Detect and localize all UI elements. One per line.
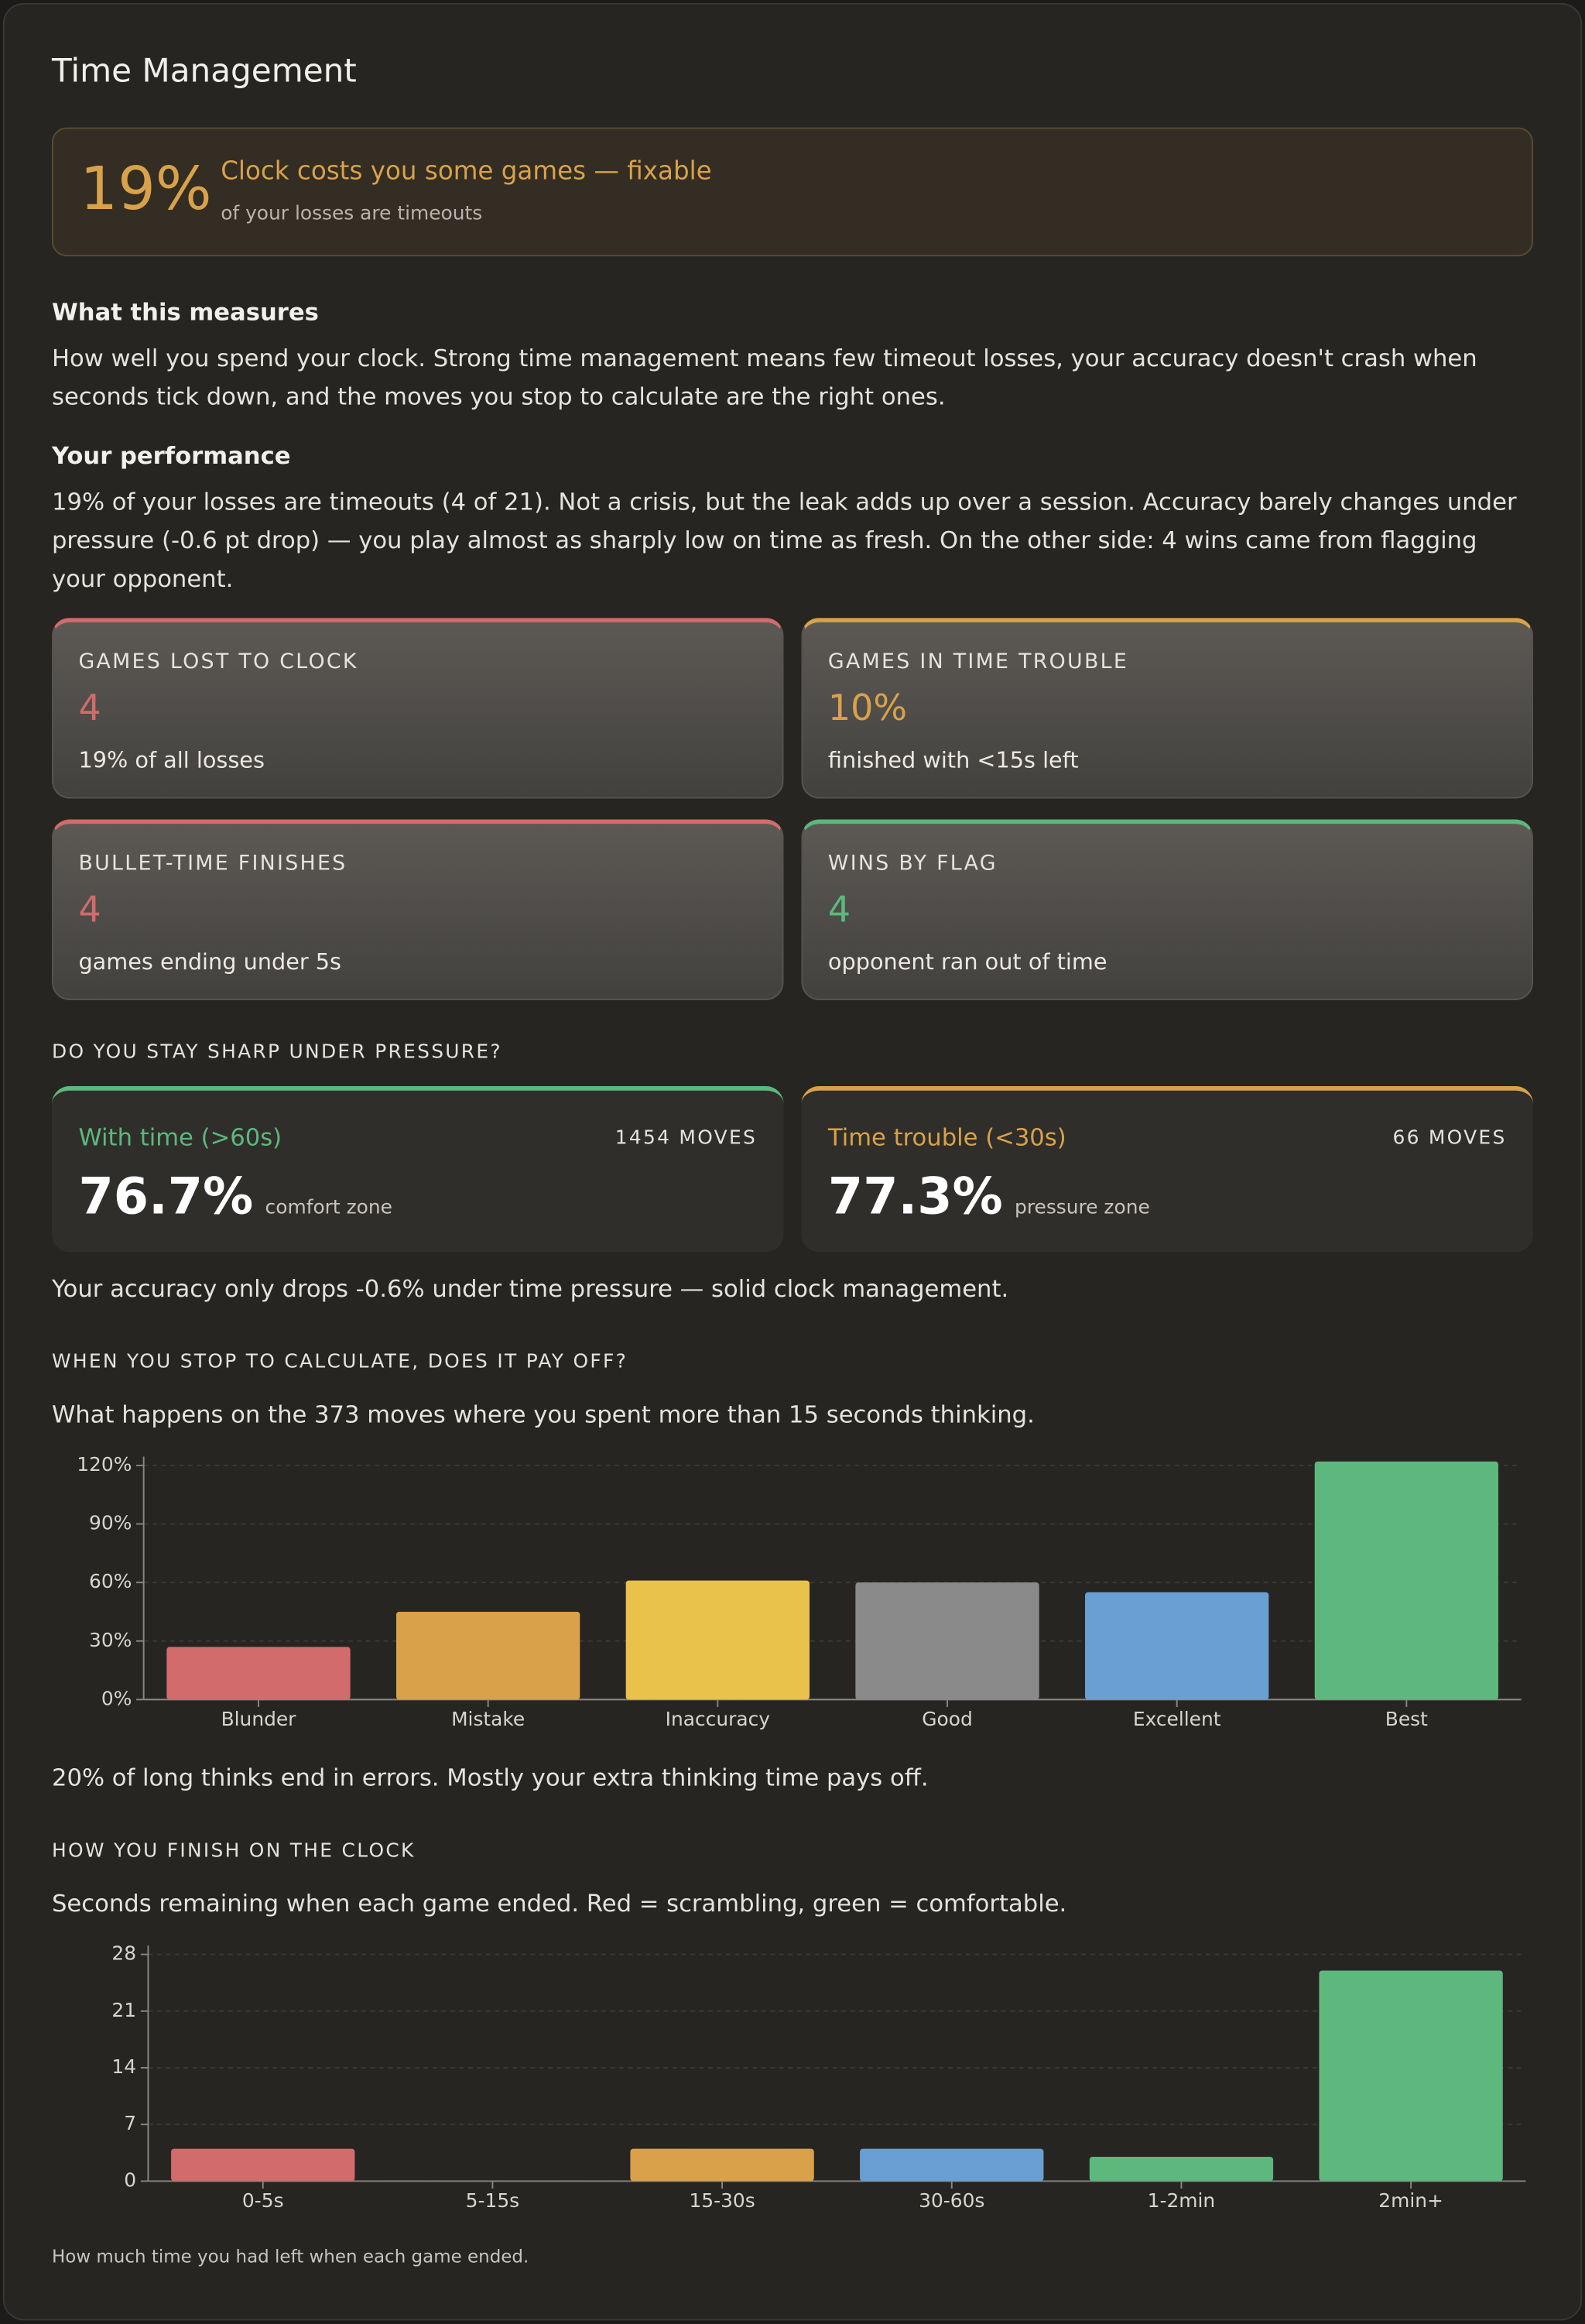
banner-value: 19%: [80, 155, 212, 225]
x-tick-label: Good: [922, 1708, 973, 1730]
y-tick-label: 0%: [101, 1687, 132, 1709]
x-tick-label: 2min+: [1378, 2189, 1443, 2212]
chart: 0% 30% 60% 90% 120% Blunder Mistake Inaccuracy G…: [77, 1453, 1522, 1730]
footnote: How much time you had left when each gam…: [51, 2246, 529, 2267]
x-tick-label: Excellent: [1133, 1708, 1221, 1730]
stat-note: opponent ran out of time: [827, 948, 1107, 975]
section-heading: WHEN YOU STOP TO CALCULATE, DOES IT PAY …: [51, 1351, 628, 1374]
stat-card: GAMES LOST TO CLOCK 4 19% of all losses: [51, 618, 784, 799]
stat-label: GAMES IN TIME TROUBLE: [827, 650, 1129, 674]
stat-label: WINS BY FLAG: [827, 852, 998, 876]
x-tick-label: Blunder: [221, 1708, 297, 1730]
section-heading: DO YOU STAY SHARP UNDER PRESSURE?: [51, 1041, 502, 1064]
stat-value: 4: [827, 889, 851, 931]
pressure-name: Time trouble (<30s): [827, 1123, 1066, 1152]
pressure-zone: comfort zone: [265, 1197, 392, 1220]
description: What happens on the 373 moves where you …: [51, 1400, 1035, 1429]
pressure-line: 76.7% comfort zone: [78, 1167, 392, 1227]
pressure-moves: 66 MOVES: [1392, 1127, 1507, 1150]
bar: [860, 2148, 1044, 2182]
description: Seconds remaining when each game ended. …: [51, 1889, 1067, 1918]
stat-card: GAMES IN TIME TROUBLE 10% finished with <1…: [801, 618, 1534, 799]
x-tick-label: Mistake: [451, 1708, 525, 1730]
pressure-value: 76.7%: [78, 1167, 254, 1227]
y-tick-label: 28: [111, 1942, 136, 1965]
x-tick-label: 5-15s: [466, 2189, 519, 2212]
y-tick-label: 14: [111, 2055, 136, 2078]
stat-card: BULLET-TIME FINISHES 4 games ending under …: [51, 819, 784, 1000]
bar: [630, 2148, 814, 2182]
y-tick-label: 120%: [77, 1453, 132, 1476]
banner: 19% Clock costs you some games — fixable…: [51, 127, 1534, 257]
banner-sub: of your losses are timeouts: [221, 203, 483, 225]
y-tick-label: 21: [111, 1999, 136, 2021]
stat-value: 4: [78, 889, 101, 931]
section-heading: HOW YOU FINISH ON THE CLOCK: [51, 1840, 416, 1863]
y-tick-label: 60%: [89, 1570, 132, 1592]
title: Time Management: [51, 53, 357, 91]
stat-card: WINS BY FLAG 4 opponent ran out of time: [801, 819, 1534, 1000]
y-tick-label: 0: [124, 2168, 136, 2191]
pressure-moves: 1454 MOVES: [614, 1127, 758, 1150]
section-title: Your performance: [51, 441, 291, 470]
section-text: 19% of your losses are timeouts (4 of 21…: [51, 487, 1517, 593]
bar: [1085, 1592, 1269, 1700]
x-tick-label: Best: [1385, 1708, 1428, 1730]
pressure-name: With time (>60s): [78, 1123, 282, 1152]
stat-note: 19% of all losses: [78, 746, 265, 774]
bar: [166, 1647, 351, 1700]
y-tick-label: 7: [124, 2112, 136, 2134]
bar: [171, 2148, 355, 2182]
pressure-card: With time (>60s) 1454 MOVES 76.7% comfort z…: [51, 1085, 784, 1253]
stat-value: 4: [78, 687, 101, 729]
bar: [625, 1580, 810, 1700]
stat-value: 10%: [827, 687, 908, 729]
section-title: What this measures: [51, 297, 319, 327]
bar: [1089, 2157, 1274, 2182]
stat-label: GAMES LOST TO CLOCK: [78, 650, 358, 674]
x-tick-label: 1-2min: [1148, 2189, 1216, 2212]
pressure-value: 77.3%: [827, 1167, 1003, 1227]
bar: [396, 1611, 580, 1700]
x-tick-label: 0-5s: [242, 2189, 284, 2212]
banner-headline: Clock costs you some games — fixable: [221, 156, 712, 187]
chart: 0 7 14 21 28 0-5s 5-15s 15-30s 30-60s 1-2min 2min+: [111, 1942, 1526, 2212]
pressure-line: 77.3% pressure zone: [828, 1167, 1150, 1227]
bar: [1314, 1461, 1499, 1700]
x-tick-label: Inaccuracy: [666, 1708, 770, 1730]
section-text: How well you spend your clock. Strong ti…: [51, 344, 1477, 411]
stat-label: BULLET-TIME FINISHES: [78, 852, 347, 876]
stat-note: games ending under 5s: [78, 948, 342, 975]
x-tick-label: 15-30s: [689, 2189, 755, 2212]
x-tick-label: 30-60s: [919, 2189, 984, 2212]
note: Your accuracy only drops -0.6% under tim…: [51, 1274, 1009, 1303]
y-tick-label: 90%: [89, 1512, 132, 1534]
bar: [1319, 1970, 1503, 2182]
bar: [855, 1582, 1039, 1700]
y-tick-label: 30%: [89, 1629, 132, 1651]
stat-note: finished with <15s left: [827, 746, 1079, 774]
note: 20% of long thinks end in errors. Mostly…: [51, 1763, 929, 1792]
pressure-zone: pressure zone: [1015, 1197, 1150, 1220]
pressure-card: Time trouble (<30s) 66 MOVES 77.3% pressure…: [801, 1085, 1534, 1253]
